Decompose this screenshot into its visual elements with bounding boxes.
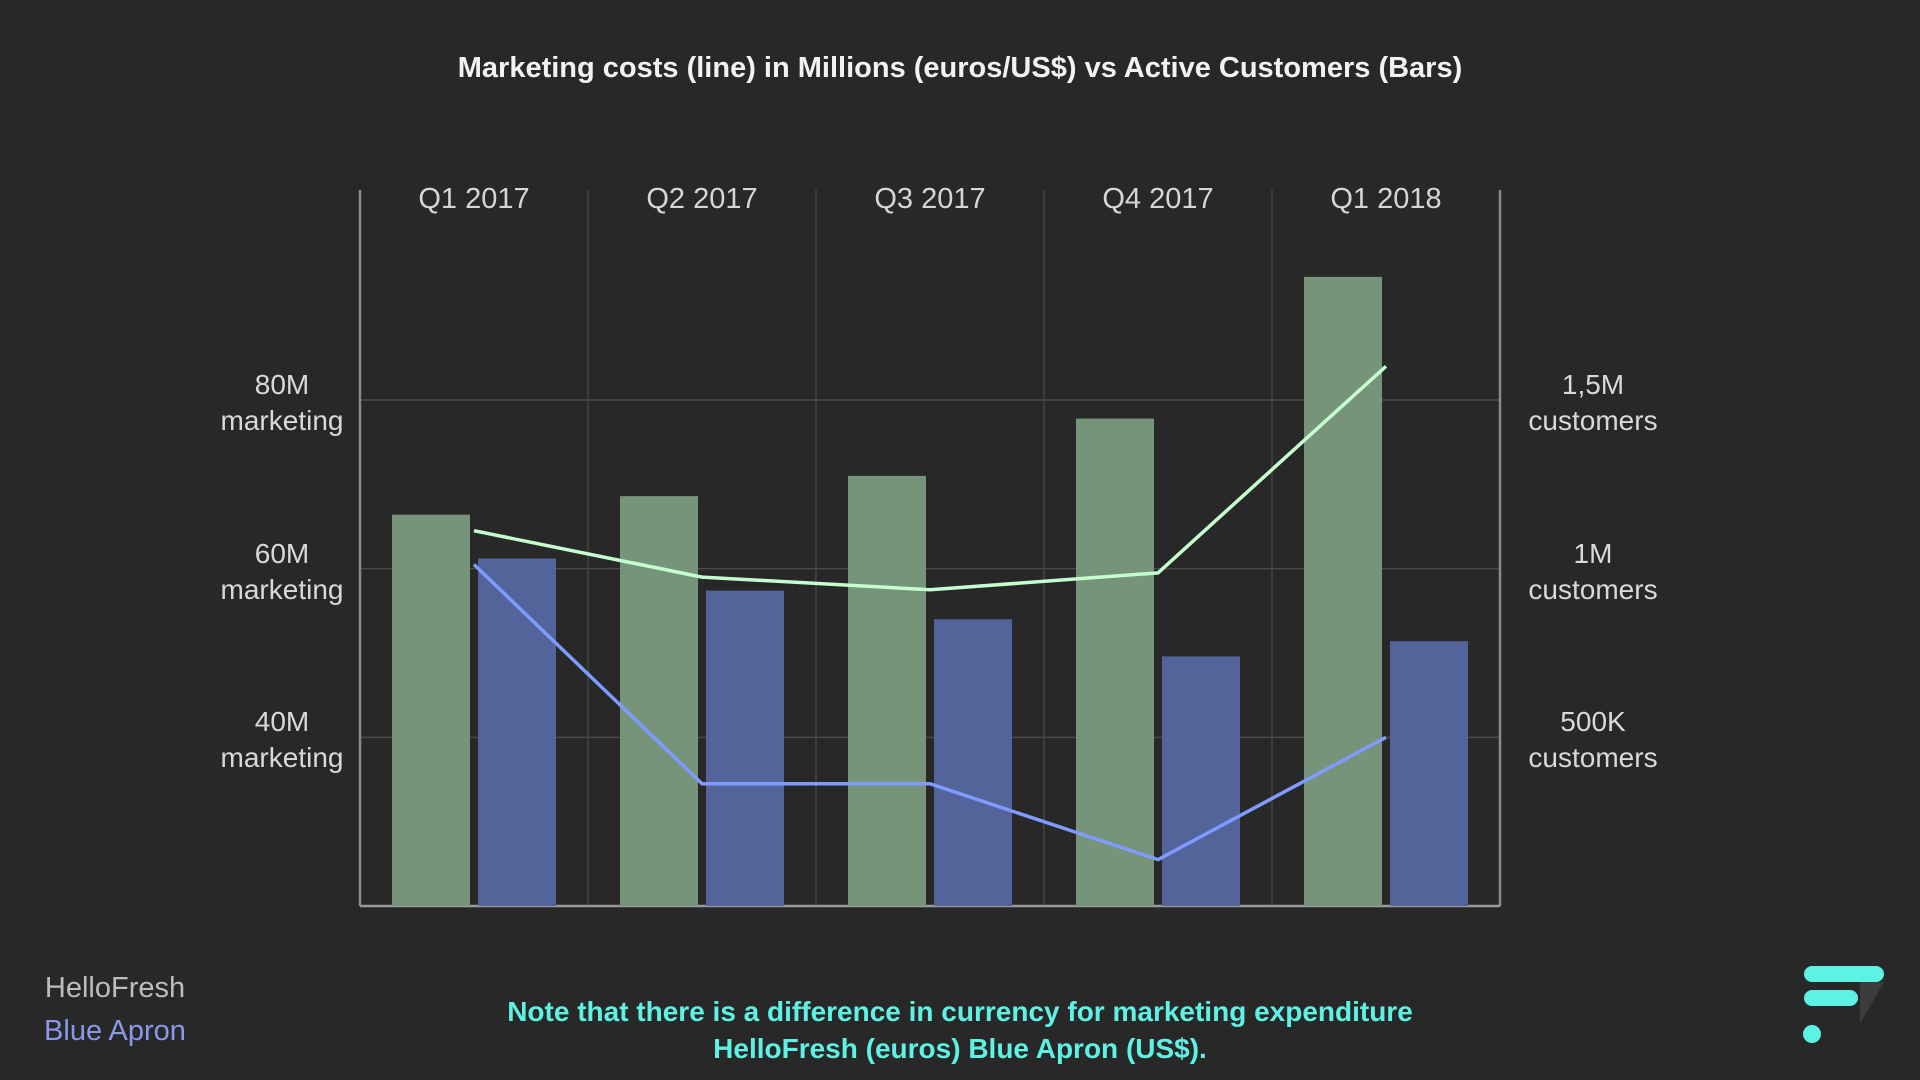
bar-blue-apron — [1162, 656, 1240, 906]
currency-note: Note that there is a difference in curre… — [0, 993, 1920, 1067]
bar-hellofresh — [392, 514, 470, 906]
logo-shadow — [1860, 982, 1884, 1024]
category-label: Q1 2018 — [1330, 183, 1441, 215]
chart-title: Marketing costs (line) in Millions (euro… — [457, 52, 1463, 84]
line-hellofresh — [473, 364, 1388, 592]
bar-blue-apron — [706, 590, 784, 906]
left-axis-label: 40M marketing — [220, 706, 344, 774]
category-label: Q4 2017 — [1102, 183, 1213, 215]
right-axis-label: 1M customers — [1528, 537, 1658, 605]
bar-hellofresh — [848, 475, 926, 906]
bar-blue-apron — [934, 619, 1012, 906]
logo-dot — [1803, 1025, 1821, 1043]
bar-blue-apron — [478, 558, 556, 906]
legend-hellofresh: HelloFresh — [44, 972, 186, 1004]
category-label: Q1 2017 — [418, 183, 529, 215]
bar-blue-apron — [1390, 641, 1468, 906]
right-axis-label: 1,5M customers — [1528, 369, 1658, 436]
line-blue-apron — [472, 563, 1387, 862]
bar-hellofresh — [1304, 276, 1382, 907]
legend-blue-apron: Blue Apron — [44, 1015, 186, 1047]
left-axis-label: 60M marketing — [220, 537, 344, 605]
chart-plot: Q1 2017 Q2 2017 Q3 2017 Q4 2017 Q1 2018 — [358, 183, 1502, 908]
bar-hellofresh — [1076, 418, 1154, 906]
category-label: Q2 2017 — [646, 183, 757, 215]
brand-logo-icon — [1803, 966, 1884, 1043]
logo-bar — [1804, 990, 1858, 1006]
note-line-1: Note that there is a difference in curre… — [507, 996, 1413, 1027]
category-label: Q3 2017 — [874, 183, 985, 215]
logo-bar — [1804, 966, 1884, 982]
bar-hellofresh — [620, 496, 698, 906]
left-axis-label: 80M marketing — [220, 369, 344, 436]
right-axis-label: 500K customers — [1528, 706, 1658, 774]
note-line-2: HelloFresh (euros) Blue Apron (US$). — [713, 1033, 1207, 1064]
